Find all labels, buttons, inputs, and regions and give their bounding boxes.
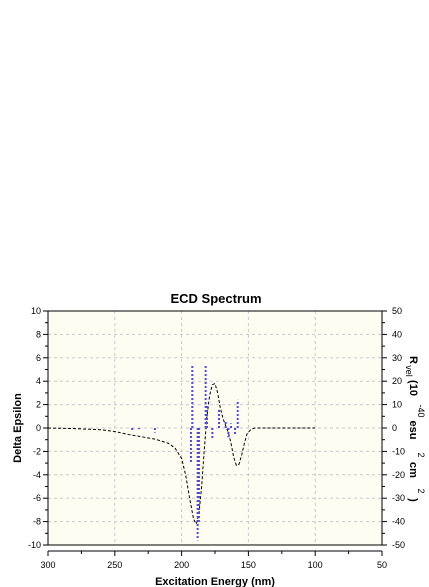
series-layer bbox=[47, 364, 316, 541]
x-axis-label: Excitation Energy (nm) bbox=[155, 576, 275, 587]
y-right-label-part: ) bbox=[407, 498, 419, 502]
y-right-tick-label: 40 bbox=[392, 329, 402, 339]
y-right-tick-label: -30 bbox=[392, 493, 405, 503]
y-right-label-part: 2 bbox=[416, 488, 426, 493]
y-right-label-part: vel bbox=[404, 365, 414, 377]
y-left-tick-label: 8 bbox=[36, 329, 41, 339]
y-right-tick-label: 10 bbox=[392, 400, 402, 410]
y-left-tick-label: -10 bbox=[28, 540, 41, 550]
y-right-tick-label: -10 bbox=[392, 446, 405, 456]
y-right-label-part: 2 bbox=[416, 452, 426, 457]
y-left-tick-label: 0 bbox=[36, 423, 41, 433]
y-right-tick-label: 50 bbox=[392, 306, 402, 316]
y-right-label-part: (10 bbox=[407, 380, 419, 396]
ecd-curve bbox=[47, 382, 316, 526]
x-tick-label: 200 bbox=[174, 560, 189, 570]
y-right-label-part: -40 bbox=[416, 404, 426, 417]
y-right-label-part: esu bbox=[407, 421, 419, 440]
y-right-tick-label: 30 bbox=[392, 353, 402, 363]
x-tick-label: 300 bbox=[40, 560, 55, 570]
y-left-tick-label: 10 bbox=[31, 306, 41, 316]
grid bbox=[48, 311, 382, 545]
y-right-tick-label: 20 bbox=[392, 376, 402, 386]
y-left-tick-label: -6 bbox=[33, 493, 41, 503]
chart-title: ECD Spectrum bbox=[170, 291, 261, 306]
y-right-tick-label: -50 bbox=[392, 540, 405, 550]
y-right-tick-label: -40 bbox=[392, 517, 405, 527]
x-tick-label: 150 bbox=[241, 560, 256, 570]
x-tick-label: 250 bbox=[107, 560, 122, 570]
y-left-tick-label: 2 bbox=[36, 400, 41, 410]
y-right-tick-label: -20 bbox=[392, 470, 405, 480]
ticks-layer: 300 250 200 150 100 501086420-2-4-6-8-1050403… bbox=[28, 306, 405, 570]
x-tick-label: 50 bbox=[377, 560, 387, 570]
y-left-tick-label: -4 bbox=[33, 470, 41, 480]
y-left-tick-label: -8 bbox=[33, 517, 41, 527]
y-left-tick-label: -2 bbox=[33, 446, 41, 456]
y-left-tick-label: 6 bbox=[36, 353, 41, 363]
y-right-label-part: cm bbox=[407, 462, 419, 478]
x-tick-label: 100 bbox=[308, 560, 323, 570]
y-right-label-part: R bbox=[407, 356, 419, 364]
y-right-tick-label: 0 bbox=[392, 423, 397, 433]
y-axis-label-left: Delta Epsilon bbox=[12, 393, 24, 463]
y-left-tick-label: 4 bbox=[36, 376, 41, 386]
